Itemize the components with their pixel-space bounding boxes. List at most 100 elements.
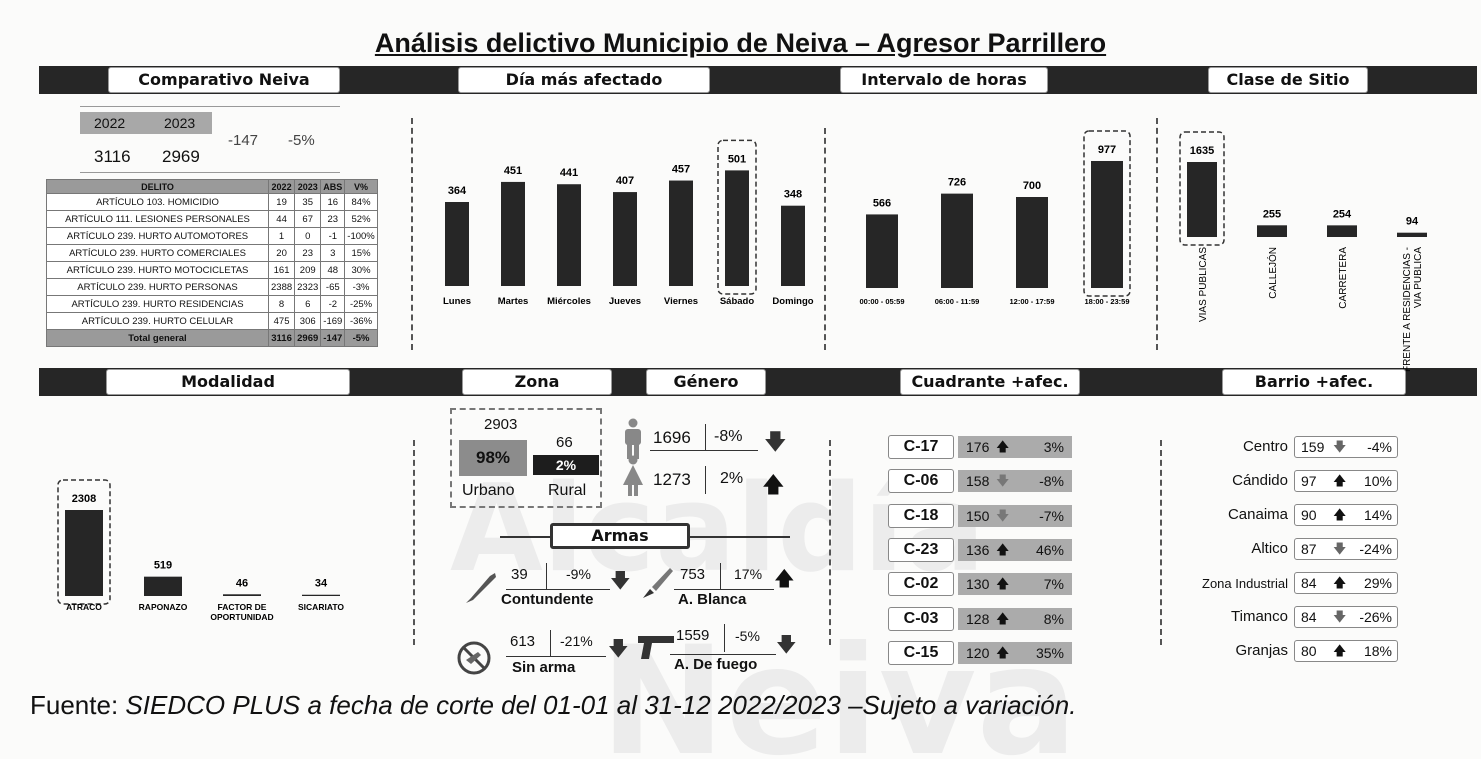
delito-2022: 475: [267, 312, 296, 330]
delito-abs: -1: [320, 227, 346, 245]
total-2023: 2969: [294, 329, 322, 347]
separator-1: [411, 118, 413, 350]
delito-abs: 3: [320, 244, 346, 262]
arrow-down-icon: 🡇: [1333, 609, 1347, 624]
comparativo-value-2023: 2969: [162, 147, 200, 166]
delitos-row: ARTÍCULO 103. HOMICIDIO 19 35 16 84%: [46, 193, 378, 211]
armas-fuego-label: A. De fuego: [674, 656, 758, 673]
category-label: Viernes: [664, 296, 698, 307]
col-2023: 2023: [294, 179, 322, 194]
delito-name: ARTÍCULO 239. HURTO COMERCIALES: [46, 244, 269, 262]
highlight-box: [57, 479, 111, 605]
cuadrante-value: 158: [966, 473, 990, 490]
bar: [1187, 162, 1217, 237]
cuadrante-value: 176: [966, 439, 990, 455]
data-label: 364: [448, 185, 467, 197]
cuadrante-value: 120: [966, 644, 990, 661]
total-label: Total general: [46, 329, 269, 347]
delitos-row: ARTÍCULO 239. HURTO RESIDENCIAS 8 6 -2 -25%: [46, 295, 378, 313]
cuadrante-pct: 8%: [1043, 610, 1064, 627]
comparativo-value-2022: 3116: [94, 147, 131, 166]
genero-female-value: 1273: [653, 470, 691, 489]
bar: [725, 170, 749, 286]
data-label: 255: [1263, 208, 1281, 220]
cuadrante-code: C-15: [888, 640, 954, 665]
delitos-row: ARTÍCULO 239. HURTO CELULAR 475 306 -169 -36…: [46, 312, 378, 330]
barrio-pct: -4%: [1367, 439, 1392, 455]
barrio-value: 84: [1301, 609, 1317, 625]
barrio-value-box: 84 🡅 29%: [1294, 572, 1398, 594]
barrio-value-box: 80 🡅 18%: [1294, 640, 1398, 662]
bar: [223, 594, 261, 596]
data-label: 1635: [1190, 145, 1214, 157]
delito-name: ARTÍCULO 239. HURTO AUTOMOTORES: [46, 227, 269, 245]
col-abs: ABS: [320, 179, 346, 194]
barrio-value: 80: [1301, 643, 1317, 659]
bar: [781, 205, 805, 286]
delito-2022: 44: [267, 210, 296, 228]
arrow-up-icon: 🡅: [774, 568, 795, 590]
category-label: 12:00 - 17:59: [1009, 297, 1054, 306]
arrow-down-icon: 🡇: [1333, 541, 1347, 556]
male-icon: [625, 418, 641, 459]
genero-divider-v1: [705, 424, 706, 450]
page-title: Análisis delictivo Municipio de Neiva – …: [374, 28, 1107, 58]
data-label: 94: [1406, 216, 1419, 228]
arrow-down-icon: 🡇: [608, 638, 629, 660]
delito-2023: 0: [294, 227, 322, 245]
total-var: -5%: [344, 329, 378, 347]
category-label: Lunes: [443, 296, 471, 307]
genero-male-pct: -8%: [714, 428, 743, 445]
armas-contundente-hline: [506, 589, 610, 590]
bar: [1016, 197, 1048, 288]
data-label: 566: [873, 197, 891, 209]
cuadrante-value-box: 176 🡅 3%: [958, 436, 1072, 458]
highlight-box: [1179, 131, 1225, 246]
category-label: ATRACO: [66, 602, 102, 612]
header-modalidad: Modalidad: [106, 369, 350, 395]
chart-clase-sitio: 1635 VIAS PUBLICAS 255 CALLEJÓN 254 CARRETERA…: [1179, 131, 1427, 372]
barrio-name: Cándido: [1232, 472, 1288, 489]
armas-contundente-pct: -9%: [566, 566, 591, 582]
delito-2022: 1: [267, 227, 296, 245]
cuadrante-pct: -8%: [1039, 473, 1064, 490]
barrio-value: 159: [1301, 439, 1325, 455]
category-label: CARRETERA: [1338, 247, 1349, 309]
arrow-down-icon: 🡇: [776, 634, 797, 656]
delito-2023: 67: [294, 210, 322, 228]
delito-var: -36%: [344, 312, 378, 330]
data-label: 348: [784, 189, 802, 201]
data-label: 46: [236, 577, 248, 589]
barrio-value: 97: [1301, 473, 1317, 489]
barrio-pct: 14%: [1363, 507, 1392, 523]
genero-divider-1: [650, 450, 758, 451]
highlight-box: [1083, 130, 1131, 297]
delitos-row: ARTÍCULO 239. HURTO COMERCIALES 20 23 3 15%: [46, 244, 378, 262]
bar: [302, 594, 340, 596]
cuadrante-value: 150: [966, 507, 990, 524]
bar: [65, 510, 103, 596]
delito-var: 15%: [344, 244, 378, 262]
category-label: FACTOR DE OPORTUNIDAD: [210, 602, 273, 622]
arrow-up-icon: 🡅: [1333, 575, 1347, 590]
category-label: Jueves: [609, 296, 641, 307]
category-label: RAPONAZO: [139, 602, 188, 612]
bar: [1327, 225, 1357, 237]
data-label: 519: [154, 560, 172, 572]
data-label: 501: [728, 153, 746, 165]
zona-urbano-value: 2903: [484, 416, 518, 433]
armas-fuego-hline: [670, 654, 776, 655]
separator-2: [824, 128, 826, 350]
delito-var: -25%: [344, 295, 378, 313]
bar: [501, 181, 525, 286]
barrio-value-box: 97 🡅 10%: [1294, 470, 1398, 492]
bar: [144, 576, 182, 596]
delitos-row: ARTÍCULO 239. HURTO PERSONAS 2388 2323 -65-…: [46, 278, 378, 296]
year-2022: 2022: [94, 115, 126, 131]
col-var: V%: [344, 179, 378, 194]
genero-female-pct: 2%: [720, 470, 744, 487]
arrow-down-icon: 🡇: [610, 570, 631, 592]
armas-fuego-vline: [724, 624, 725, 652]
year-2023: 2023: [164, 115, 196, 131]
cuadrante-pct: 35%: [1035, 644, 1064, 661]
